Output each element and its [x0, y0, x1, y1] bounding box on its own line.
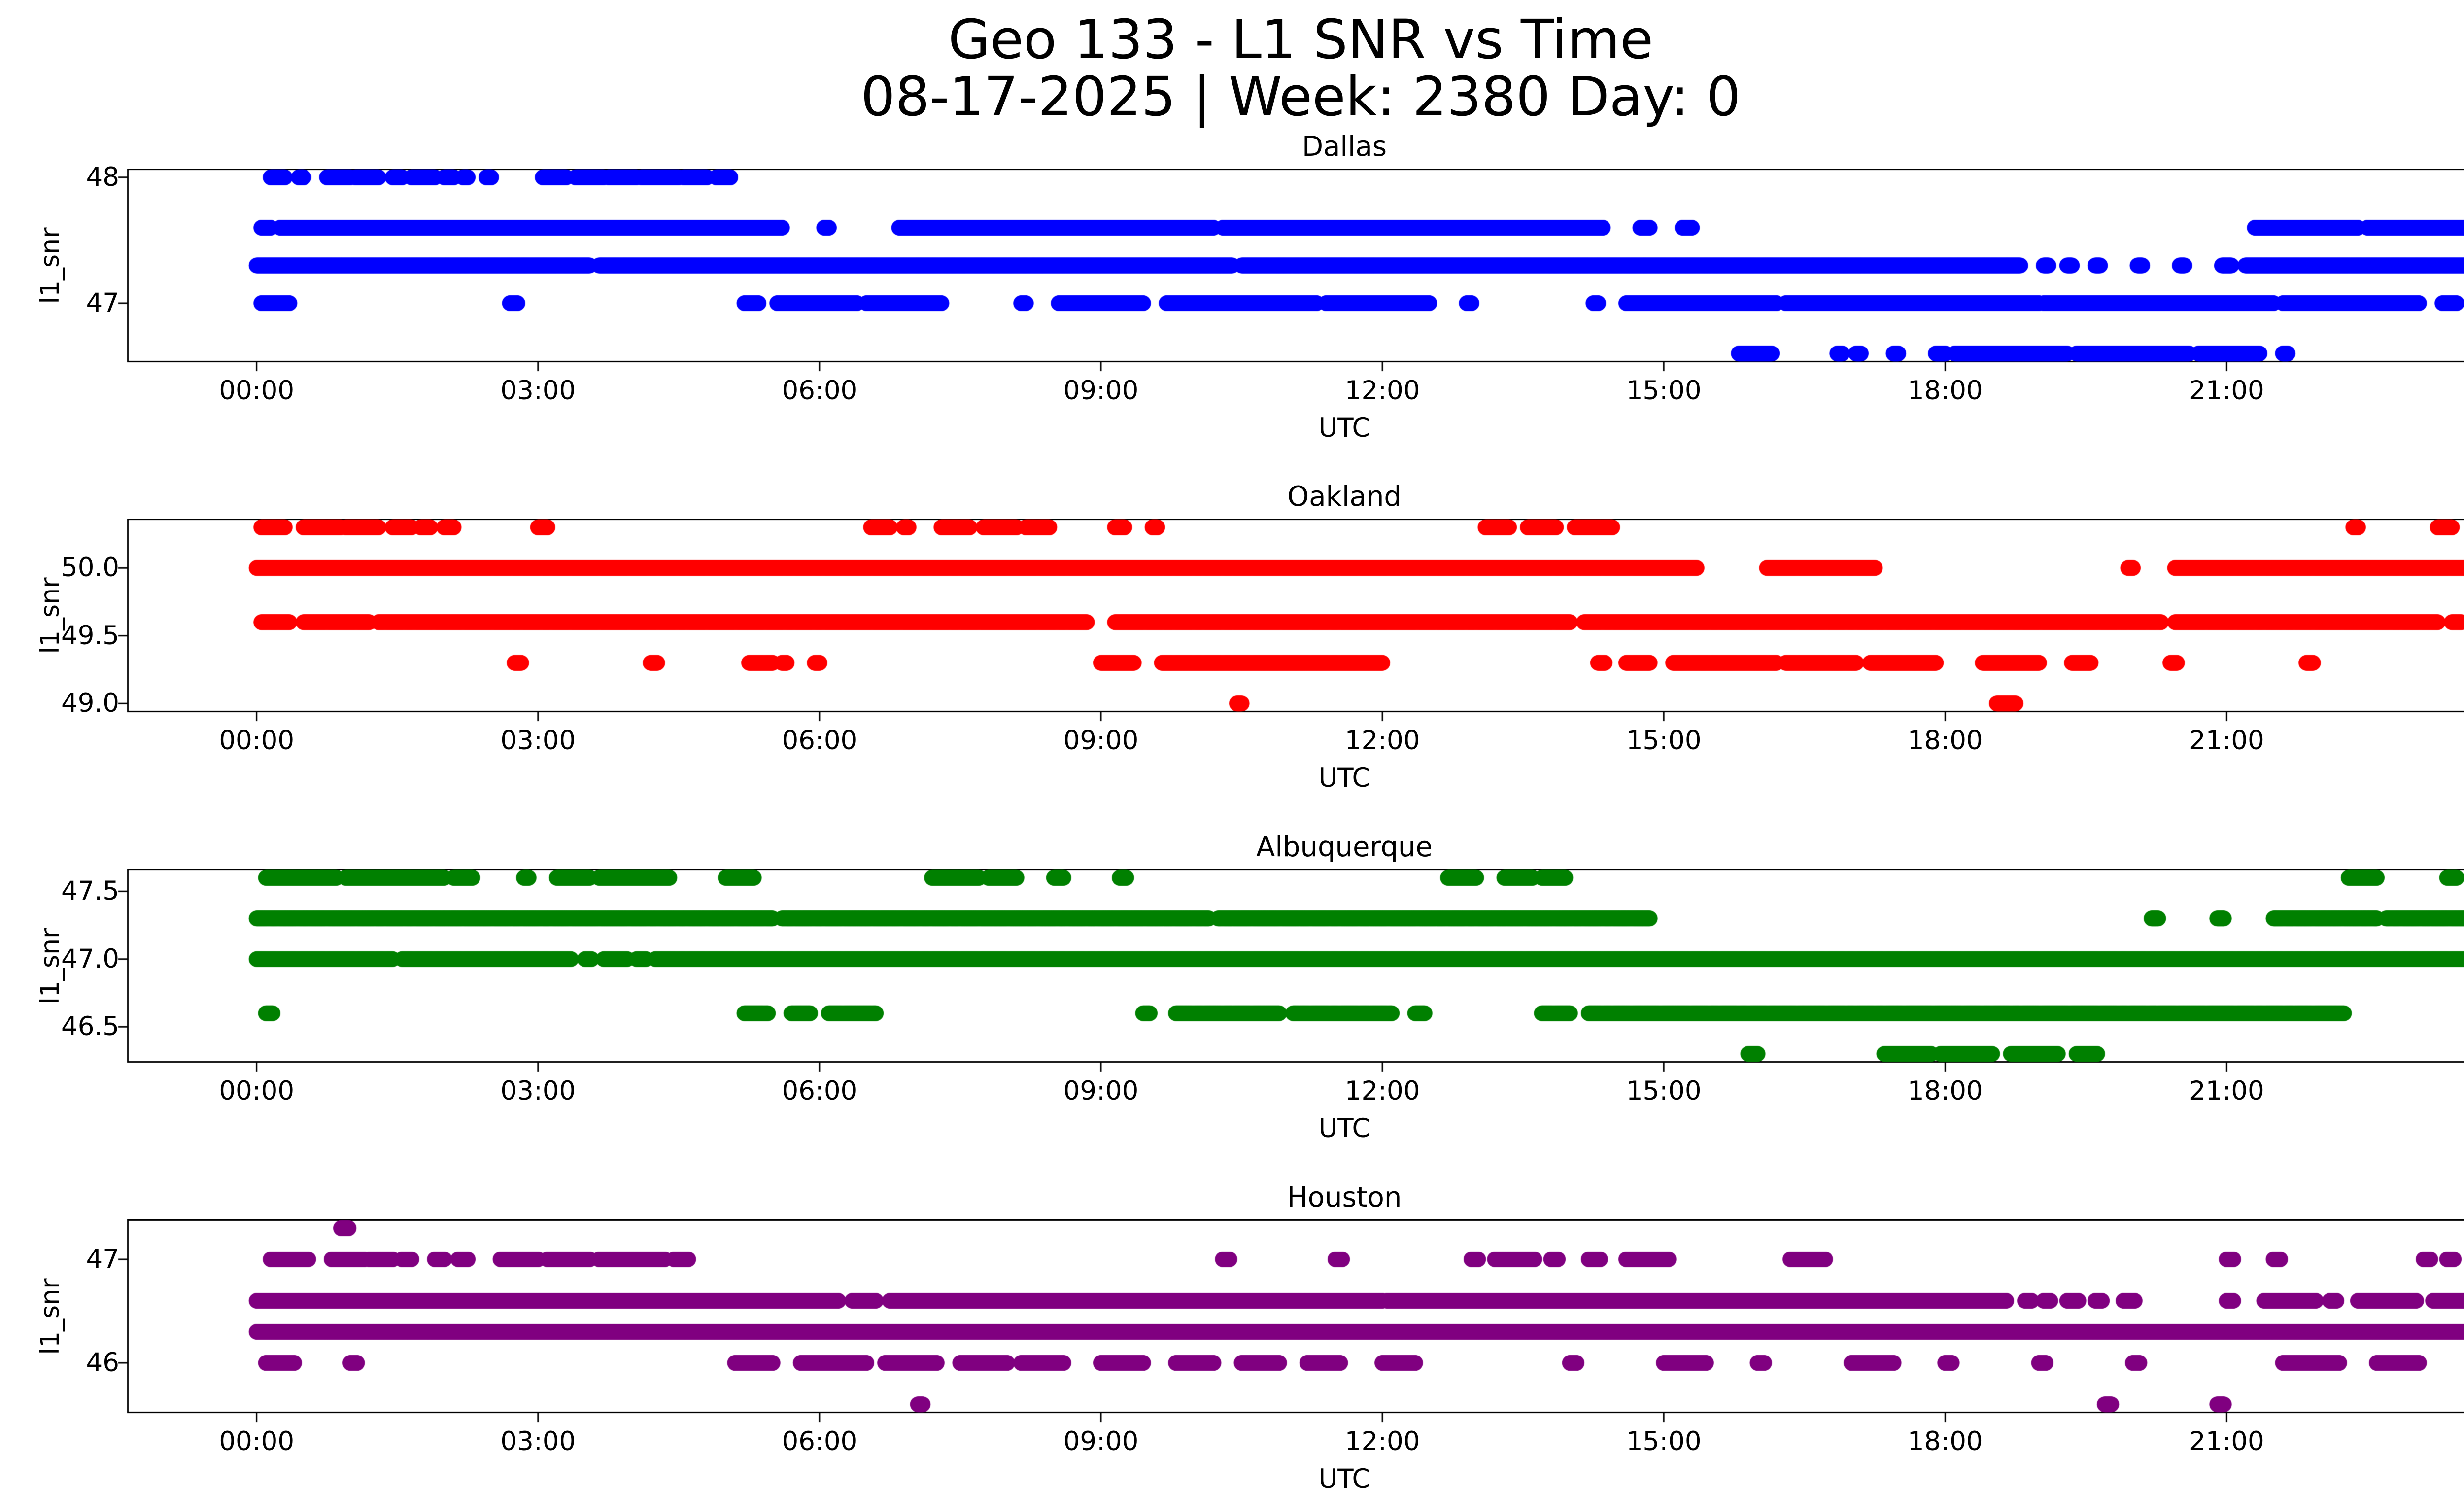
figure-title-line1: Geo 133 - L1 SNR vs Time	[948, 8, 1654, 71]
subplot-title-houston: Houston	[1287, 1182, 1402, 1214]
y-axis-label-houston: l1_snr	[35, 1278, 65, 1355]
x-tick-label-houston-4: 12:00	[1344, 1426, 1420, 1457]
x-tick-label-houston-1: 03:00	[500, 1426, 576, 1457]
x-tick-label-oakland-7: 21:00	[2189, 726, 2264, 756]
x-tick-label-houston-8: 00:00	[2444, 1427, 2464, 1457]
x-axis-label-houston: UTC	[1318, 1464, 1370, 1494]
figure-title-line2: 08-17-2025 | Week: 2380 Day: 0	[860, 65, 1741, 128]
x-axis-label-albuquerque: UTC	[1318, 1113, 1370, 1144]
x-tick-label-albuquerque-6: 18:00	[1907, 1076, 1983, 1106]
plot-area-albuquerque	[107, 869, 2464, 1074]
x-tick-label-albuquerque-3: 09:00	[1063, 1076, 1139, 1106]
x-axis-label-oakland: UTC	[1318, 763, 1370, 793]
x-tick-label-oakland-3: 09:00	[1063, 726, 1139, 756]
x-tick-label-dallas-5: 15:00	[1626, 376, 1702, 406]
x-tick-label-albuquerque-7: 21:00	[2189, 1076, 2264, 1106]
subplot-title-dallas: Dallas	[1301, 131, 1387, 163]
x-tick-label-dallas-3: 09:00	[1063, 376, 1139, 406]
x-tick-label-albuquerque-1: 03:00	[500, 1076, 576, 1106]
subplot-title-oakland: Oakland	[1287, 481, 1402, 513]
x-tick-label-houston-2: 06:00	[782, 1426, 857, 1457]
x-tick-label-dallas-2: 06:00	[782, 376, 857, 406]
y-tick-label-houston-0: 47	[86, 1244, 119, 1274]
plot-area-dallas	[107, 169, 2464, 373]
plot-area-oakland	[107, 519, 2464, 723]
x-tick-label-oakland-1: 03:00	[500, 726, 576, 756]
x-tick-label-albuquerque-4: 12:00	[1344, 1076, 1420, 1106]
x-tick-label-dallas-7: 21:00	[2189, 376, 2264, 406]
x-tick-label-albuquerque-2: 06:00	[782, 1076, 857, 1106]
figure-title: Geo 133 - L1 SNR vs Time 08-17-2025 | We…	[0, 11, 2464, 125]
x-tick-label-dallas-6: 18:00	[1907, 376, 1983, 406]
x-tick-label-houston-7: 21:00	[2189, 1426, 2264, 1457]
x-axis-label-dallas: UTC	[1318, 413, 1370, 443]
y-tick-label-houston-1: 46	[86, 1348, 119, 1378]
x-tick-label-oakland-5: 15:00	[1626, 726, 1702, 756]
subplot-title-albuquerque: Albuquerque	[1256, 831, 1433, 863]
x-tick-label-houston-6: 18:00	[1907, 1426, 1983, 1457]
x-tick-label-albuquerque-0: 00:00	[219, 1076, 295, 1106]
x-tick-label-dallas-4: 12:00	[1344, 376, 1420, 406]
x-tick-label-oakland-6: 18:00	[1907, 726, 1983, 756]
x-tick-label-albuquerque-5: 15:00	[1626, 1076, 1702, 1106]
x-tick-label-houston-5: 15:00	[1626, 1426, 1702, 1457]
plot-area-houston	[107, 1219, 2464, 1424]
x-tick-label-oakland-0: 00:00	[219, 726, 295, 756]
x-tick-label-houston-3: 09:00	[1063, 1426, 1139, 1457]
x-tick-label-dallas-0: 00:00	[219, 376, 295, 406]
x-tick-label-houston-0: 00:00	[219, 1426, 295, 1457]
x-tick-label-dallas-1: 03:00	[500, 376, 576, 406]
x-tick-label-oakland-2: 06:00	[782, 726, 857, 756]
x-tick-label-oakland-4: 12:00	[1344, 726, 1420, 756]
